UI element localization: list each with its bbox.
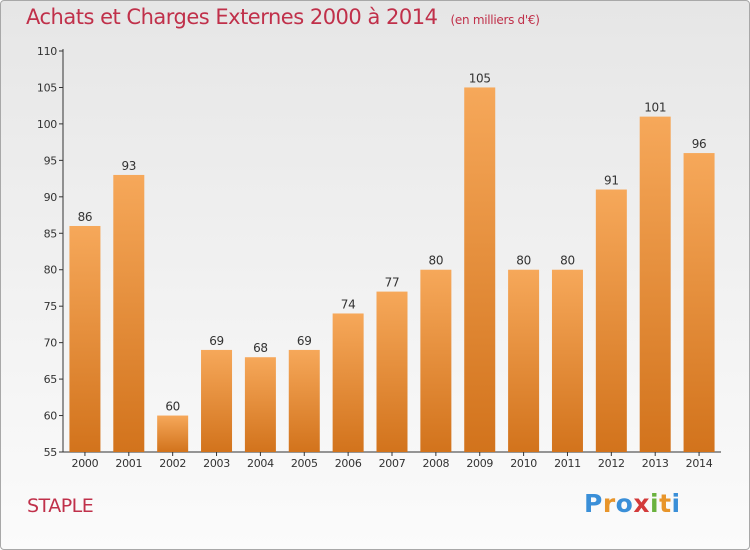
bar [376,291,408,452]
bar [508,269,540,452]
bar [69,225,101,452]
logo-letter: i [650,489,660,518]
x-tick-label: 2008 [422,457,449,470]
bar [420,269,452,452]
x-tick-label: 2002 [159,457,186,470]
logo-letter: x [633,489,650,518]
bar-value-label: 60 [165,400,180,414]
logo-letter: P [584,489,603,518]
x-tick-label: 2009 [466,457,493,470]
x-tick-label: 2007 [379,457,406,470]
bar-value-label: 80 [516,254,531,268]
y-tick-label: 80 [44,264,58,277]
logo-letter: i [671,489,681,518]
y-tick-label: 75 [44,300,58,313]
y-tick-label: 110 [37,45,57,58]
bar-value-label: 69 [297,334,312,348]
bar [551,269,583,452]
bar-value-label: 91 [604,174,619,188]
x-tick-label: 2003 [203,457,230,470]
bar [157,415,189,452]
logo-letter: t [659,489,672,518]
y-tick-label: 55 [44,446,58,459]
y-tick-label: 60 [44,410,58,423]
x-tick-label: 2006 [335,457,362,470]
y-tick-label: 65 [44,373,58,386]
bar-value-label: 86 [78,210,93,224]
x-tick-label: 2012 [598,457,625,470]
x-tick-label: 2004 [247,457,274,470]
y-tick-label: 95 [44,154,58,167]
bar-value-label: 74 [341,297,356,311]
x-tick-label: 2013 [642,457,669,470]
bar [683,153,715,452]
bar-value-label: 105 [469,71,491,85]
commune-name: STAPLE [27,495,94,517]
y-tick-label: 100 [37,118,57,131]
bar-value-label: 80 [429,254,444,268]
y-tick-label: 70 [44,337,58,350]
y-tick-label: 85 [44,227,58,240]
bar [464,87,496,453]
bar [595,189,627,452]
bar-value-label: 96 [692,137,707,151]
chart-title-block: Achats et Charges Externes 2000 à 2014 (… [26,5,540,29]
bar-value-label: 101 [644,101,666,115]
bar-value-label: 93 [121,159,136,173]
bar [332,313,364,452]
chart-subtitle: (en milliers d'€) [450,13,540,27]
bar [639,116,671,453]
x-tick-label: 2001 [115,457,142,470]
x-tick-label: 2014 [686,457,713,470]
logo-letter: r [602,489,616,518]
bar-value-label: 68 [253,341,268,355]
x-tick-label: 2000 [72,457,99,470]
logo-letter: o [615,489,634,518]
x-tick-label: 2005 [291,457,318,470]
bar [288,349,320,452]
bar-value-label: 69 [209,334,224,348]
y-tick-label: 90 [44,191,58,204]
chart-title: Achats et Charges Externes 2000 à 2014 [26,5,438,29]
bar [113,174,145,453]
proxiti-logo: Proxiti [584,489,681,518]
bar-value-label: 80 [560,254,575,268]
y-tick-label: 105 [37,81,57,94]
bar [244,357,276,452]
bar-value-label: 77 [385,276,400,290]
bar [201,349,233,452]
x-tick-label: 2011 [554,457,581,470]
x-tick-label: 2010 [510,457,537,470]
